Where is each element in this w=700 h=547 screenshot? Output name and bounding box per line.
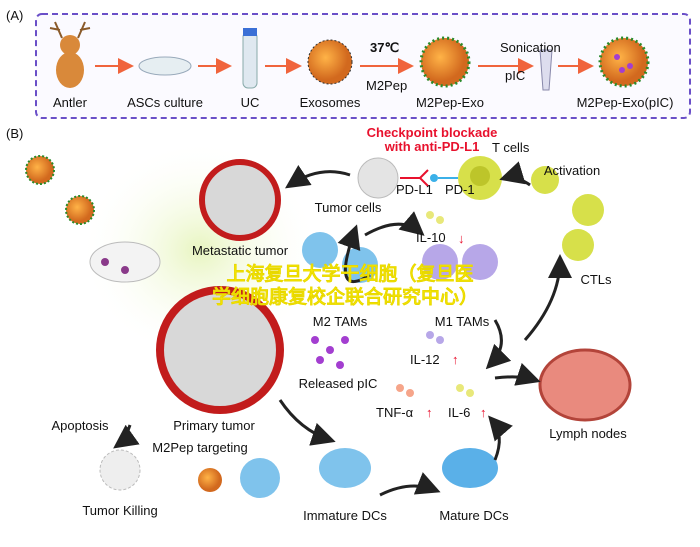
tumor-cells-label: Tumor cells: [315, 200, 382, 215]
watermark-line2: 学细胞康复校企联合研究中心）: [212, 285, 478, 308]
primary-tumor-label: Primary tumor: [173, 418, 255, 433]
metastatic-tumor-label: Metastatic tumor: [192, 243, 289, 258]
immature-dcs-label: Immature DCs: [303, 508, 387, 523]
cytokine-dots: [396, 211, 474, 397]
tnf-label: TNF-α: [376, 405, 414, 420]
step-exosomes: Exosomes: [300, 95, 361, 110]
m1-tam-icons: [422, 244, 498, 280]
petri-dish-icon: [138, 56, 192, 76]
step-antler: Antler: [53, 95, 88, 110]
metastatic-tumor-icon: [199, 159, 281, 241]
sonication-label: Sonication: [500, 40, 561, 55]
apoptosis-label: Apoptosis: [51, 418, 109, 433]
m2pep-targeting-label: M2Pep targeting: [152, 440, 247, 455]
tumor-killing-icon: [99, 449, 141, 491]
il12-up-arrow: ↑: [452, 352, 459, 367]
step-m2pep-exo-pic: M2Pep-Exo(pIC): [577, 95, 674, 110]
m2-tams-label: M2 TAMs: [313, 314, 368, 329]
mouse-icon: [89, 241, 161, 283]
il6-up-arrow: ↑: [480, 405, 487, 420]
antibody-icon: [400, 169, 429, 187]
ctls-label: CTLs: [580, 272, 612, 287]
deer-icon: [49, 21, 91, 88]
targeting-icons: [198, 458, 280, 498]
tumor-killing-label: Tumor Killing: [82, 503, 157, 518]
m1-tams-label: M1 TAMs: [435, 314, 490, 329]
pd-l1-label: PD-L1: [396, 182, 433, 197]
released-pic-dots: [311, 336, 349, 369]
step-m2pep-exo: M2Pep-Exo: [416, 95, 484, 110]
ctl-icons: [531, 166, 604, 261]
il12-label: IL-12: [410, 352, 440, 367]
tube-icon: [242, 28, 258, 89]
exosome-icon: [307, 39, 353, 85]
checkpoint-label-line1: Checkpoint blockade: [367, 125, 498, 140]
temperature-label: 37℃: [370, 40, 399, 55]
il6-label: IL-6: [448, 405, 470, 420]
m2pep-exo-pic-icon: [598, 36, 650, 88]
panel-b-label: (B): [6, 126, 23, 141]
t-cells-label: T cells: [492, 140, 530, 155]
checkpoint-label-line2: with anti-PD-L1: [384, 139, 480, 154]
dc-icons: [319, 448, 498, 488]
pd1-ligand-dot: [430, 174, 438, 182]
lymph-nodes-label: Lymph nodes: [549, 426, 627, 441]
flow-arrows: [113, 161, 572, 497]
t-cell-icon: [458, 156, 502, 200]
mature-dcs-label: Mature DCs: [439, 508, 509, 523]
watermark-line1: 上海复旦大学干细胞（复旦医: [226, 262, 473, 285]
panel-a-label: (A): [6, 8, 23, 23]
pic-label: pIC: [505, 68, 525, 83]
lymph-node-icon: [538, 348, 632, 422]
il10-label: IL-10: [416, 230, 446, 245]
il10-down-arrow: ↓: [458, 231, 465, 246]
sonication-tube-icon: [539, 49, 553, 91]
step-ascs-culture: ASCs culture: [127, 95, 203, 110]
step-uc: UC: [241, 95, 260, 110]
tnf-up-arrow: ↑: [426, 405, 433, 420]
tumor-cell-icon: [357, 157, 399, 199]
pd-1-label: PD-1: [445, 182, 475, 197]
activation-label: Activation: [544, 163, 600, 178]
nanoparticle-icons: [25, 155, 95, 225]
released-pic-label: Released pIC: [299, 376, 378, 391]
m2pep-label: M2Pep: [366, 78, 407, 93]
primary-tumor-icon: [156, 286, 284, 414]
m2pep-exo-icon: [419, 36, 471, 88]
